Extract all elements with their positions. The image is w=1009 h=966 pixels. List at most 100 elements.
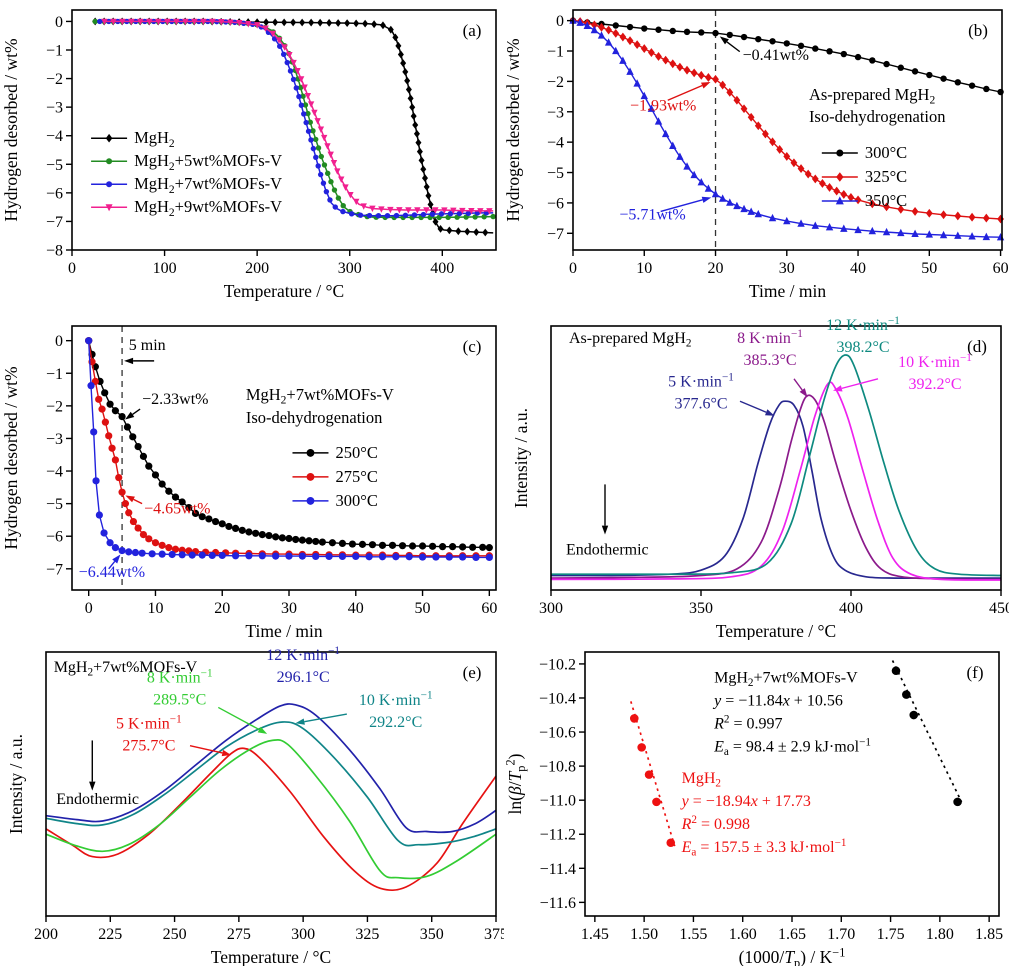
annotation-text: 392.2°C <box>908 376 961 393</box>
marker-triangle-up <box>740 204 748 213</box>
panel-c: 0 10 20 30 40 50 60 0 −1 −2 −3 −4 −5 −6 −7 Time / min Hy… <box>0 310 504 645</box>
marker-circle <box>459 553 467 561</box>
annotation-text: 12 K·min−1 <box>266 645 340 664</box>
y-tick-label: −3 <box>46 100 63 117</box>
marker-diamond <box>400 59 407 68</box>
marker-diamond <box>416 147 423 156</box>
annotation-arrowhead <box>221 749 232 757</box>
y-tick-label: −10.4 <box>539 690 576 707</box>
marker-circle <box>191 509 200 518</box>
marker-triangle-down <box>294 68 301 75</box>
marker-diamond <box>455 227 462 236</box>
marker-circle <box>106 539 114 547</box>
legend: MgH2MgH2+5wt%MOFs-VMgH2+7wt%MOFs-VMgH2+9… <box>91 128 282 219</box>
marker-circle <box>331 187 338 193</box>
marker-circle <box>402 212 409 218</box>
x-tick-label: 60 <box>993 260 1009 277</box>
marker-triangle-down <box>338 176 345 183</box>
annotation: 5 min <box>124 337 166 365</box>
marker-circle <box>797 42 805 50</box>
marker-circle <box>258 530 266 539</box>
marker-triangle-up <box>768 213 777 222</box>
annotation-text: −6.44wt% <box>79 564 145 581</box>
series-line <box>550 381 1002 581</box>
marker-diamond <box>783 152 791 161</box>
marker-circle <box>307 119 313 125</box>
annotation-text: 10 K·min−1 <box>359 690 433 709</box>
legend-label: MgH2+7wt%MOFs-V <box>134 174 282 196</box>
marker-circle <box>997 88 1004 96</box>
marker-triangle-down <box>414 207 421 214</box>
marker-circle <box>666 838 676 848</box>
marker-triangle-down <box>307 101 315 108</box>
marker-diamond <box>371 20 378 29</box>
marker-circle <box>854 53 862 61</box>
legend-title: Iso-dehydrogenation <box>809 107 946 126</box>
marker-triangle-up <box>604 38 613 46</box>
marker-circle <box>178 551 186 559</box>
x-tick-label: 100 <box>153 260 177 277</box>
legend-label: 250°C <box>335 443 377 462</box>
marker-circle <box>769 38 776 45</box>
marker-diamond <box>335 19 342 27</box>
marker-triangle-up <box>647 104 656 112</box>
marker-circle <box>485 544 493 552</box>
y-axis-label: Hydrogen desorbed / wt% <box>1 38 21 221</box>
panel-f-chart: 1.45 1.50 1.55 1.60 1.65 1.70 1.75 1.80 1.85 −10.… <box>503 651 1003 966</box>
marker-diamond <box>854 195 862 205</box>
marker-circle <box>165 487 173 495</box>
marker-circle <box>168 550 176 559</box>
series-f-0 <box>629 701 676 848</box>
marker-diamond <box>415 138 422 147</box>
x-tick-label: 225 <box>98 926 122 943</box>
marker-triangle-down <box>459 207 466 215</box>
marker-diamond <box>387 25 394 34</box>
marker-circle <box>479 543 487 551</box>
annotation-text: y = −18.94x + 17.73 <box>680 793 811 810</box>
marker-circle <box>445 553 453 561</box>
marker-circle <box>129 517 138 526</box>
x-axis-label: Temperature / °C <box>716 621 836 640</box>
marker-circle <box>272 552 280 560</box>
axis-ticks: 0 100 200 300 400 0 −1 −2 −3 −4 −5 −6 −7 −8 <box>46 14 454 277</box>
marker-circle <box>306 473 315 481</box>
x-tick-label: 1.75 <box>877 926 905 943</box>
series-c-2 <box>85 337 493 562</box>
y-tick-label: −10.6 <box>539 725 576 742</box>
x-axis-label: Temperature / °C <box>211 947 331 966</box>
marker-circle <box>106 400 114 408</box>
x-tick-label: 400 <box>430 260 454 277</box>
y-axis-label: Hydrogen desorbed / wt% <box>505 38 523 221</box>
marker-triangle-down <box>128 18 135 26</box>
marker-diamond <box>826 182 833 192</box>
marker-circle <box>812 45 819 52</box>
marker-triangle-up <box>633 79 641 87</box>
marker-triangle-down <box>441 207 448 214</box>
marker-triangle-down <box>209 18 216 26</box>
y-tick-label: −6 <box>46 529 63 546</box>
marker-circle <box>151 471 160 479</box>
marker-circle <box>398 542 407 550</box>
marker-circle <box>325 552 333 561</box>
axis-ticks: 200 225 250 275 300 325 350 375 <box>34 916 508 943</box>
x-tick-label: 350 <box>689 600 713 617</box>
marker-triangle-down <box>317 126 325 133</box>
annotation-arrowhead <box>125 495 135 503</box>
marker-circle <box>301 111 307 117</box>
marker-circle <box>305 128 312 134</box>
marker-circle <box>358 540 367 548</box>
marker-circle <box>940 75 947 82</box>
marker-circle <box>428 542 437 550</box>
marker-circle <box>669 27 676 35</box>
marker-diamond <box>662 55 670 65</box>
annotation-arrowhead <box>295 718 305 725</box>
marker-circle <box>953 797 962 807</box>
marker-triangle-up <box>954 231 962 239</box>
x-tick-label: 1.60 <box>729 926 757 943</box>
legend-label: 325°C <box>865 167 907 186</box>
marker-triangle-down <box>304 92 312 100</box>
x-tick-label: 1.85 <box>975 926 1003 943</box>
marker-diamond <box>281 18 288 27</box>
x-axis-label: (1000/Tp) / K−1 <box>739 945 846 966</box>
annotation: −5.71wt% <box>619 196 712 224</box>
